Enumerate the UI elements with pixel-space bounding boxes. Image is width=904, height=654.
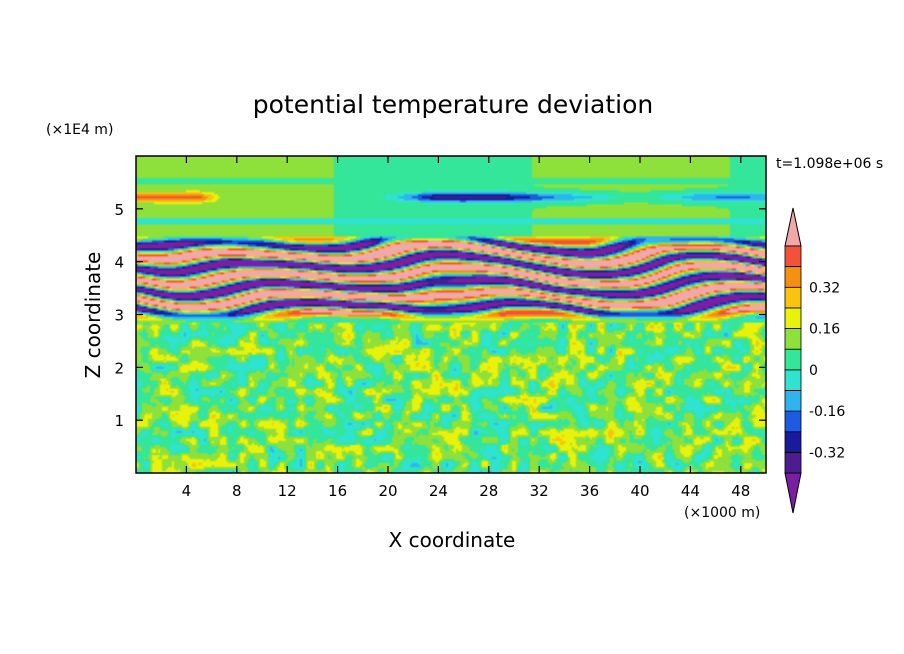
y-tick-label: 2	[114, 359, 124, 377]
y-axis-ticks: 1 2 3 4 5	[114, 201, 766, 430]
x-tick-label: 28	[479, 482, 498, 500]
y-tick-label: 4	[114, 254, 124, 272]
colorbar-segment	[784, 286, 802, 309]
colorbar-segment	[784, 390, 802, 412]
colorbar-segment	[784, 410, 802, 433]
colorbar: 0.32 0.16 0 -0.16 -0.32	[784, 207, 845, 514]
heatmap-field	[136, 156, 766, 473]
colorbar-segment	[784, 451, 802, 474]
x-axis-unit: (×1000 m)	[684, 505, 760, 521]
colorbar-segment	[784, 431, 802, 453]
colorbar-segment	[784, 307, 802, 329]
colorbar-label: 0.32	[809, 280, 840, 296]
x-axis-ticks: 4 8 12 16 20 24 28 32 36 40 44 48	[182, 156, 750, 500]
x-tick-label: 40	[630, 482, 649, 500]
colorbar-segment	[784, 245, 802, 268]
x-tick-label: 44	[681, 482, 700, 500]
colorbar-label: 0.16	[809, 322, 840, 338]
colorbar-extend-max	[784, 207, 802, 247]
y-axis-label: Z coordinate	[81, 252, 105, 379]
x-tick-label: 16	[328, 482, 347, 500]
x-tick-label: 24	[429, 482, 448, 500]
x-tick-label: 12	[278, 482, 297, 500]
colorbar-segment	[784, 348, 802, 371]
x-tick-label: 4	[182, 482, 192, 500]
y-axis-unit: (×1E4 m)	[46, 122, 113, 138]
colorbar-extend-min	[784, 472, 802, 514]
y-tick-label: 3	[114, 307, 124, 325]
x-tick-label: 36	[580, 482, 599, 500]
x-tick-label: 8	[232, 482, 242, 500]
x-tick-label: 32	[530, 482, 549, 500]
colorbar-segment	[784, 266, 802, 288]
x-axis-label: X coordinate	[389, 528, 516, 552]
colorbar-label: -0.32	[809, 445, 845, 461]
colorbar-label: 0	[809, 363, 818, 379]
y-tick-label: 1	[114, 412, 124, 430]
colorbar-segment	[784, 328, 802, 350]
x-tick-label: 48	[731, 482, 750, 500]
heatmap-plot-area	[135, 155, 767, 474]
y-tick-label: 5	[114, 201, 124, 219]
colorbar-segment	[784, 369, 802, 391]
colorbar-label: -0.16	[809, 404, 845, 420]
x-tick-label: 20	[378, 482, 397, 500]
time-label: t=1.098e+06 s	[776, 156, 883, 172]
chart-title: potential temperature deviation	[253, 90, 653, 119]
